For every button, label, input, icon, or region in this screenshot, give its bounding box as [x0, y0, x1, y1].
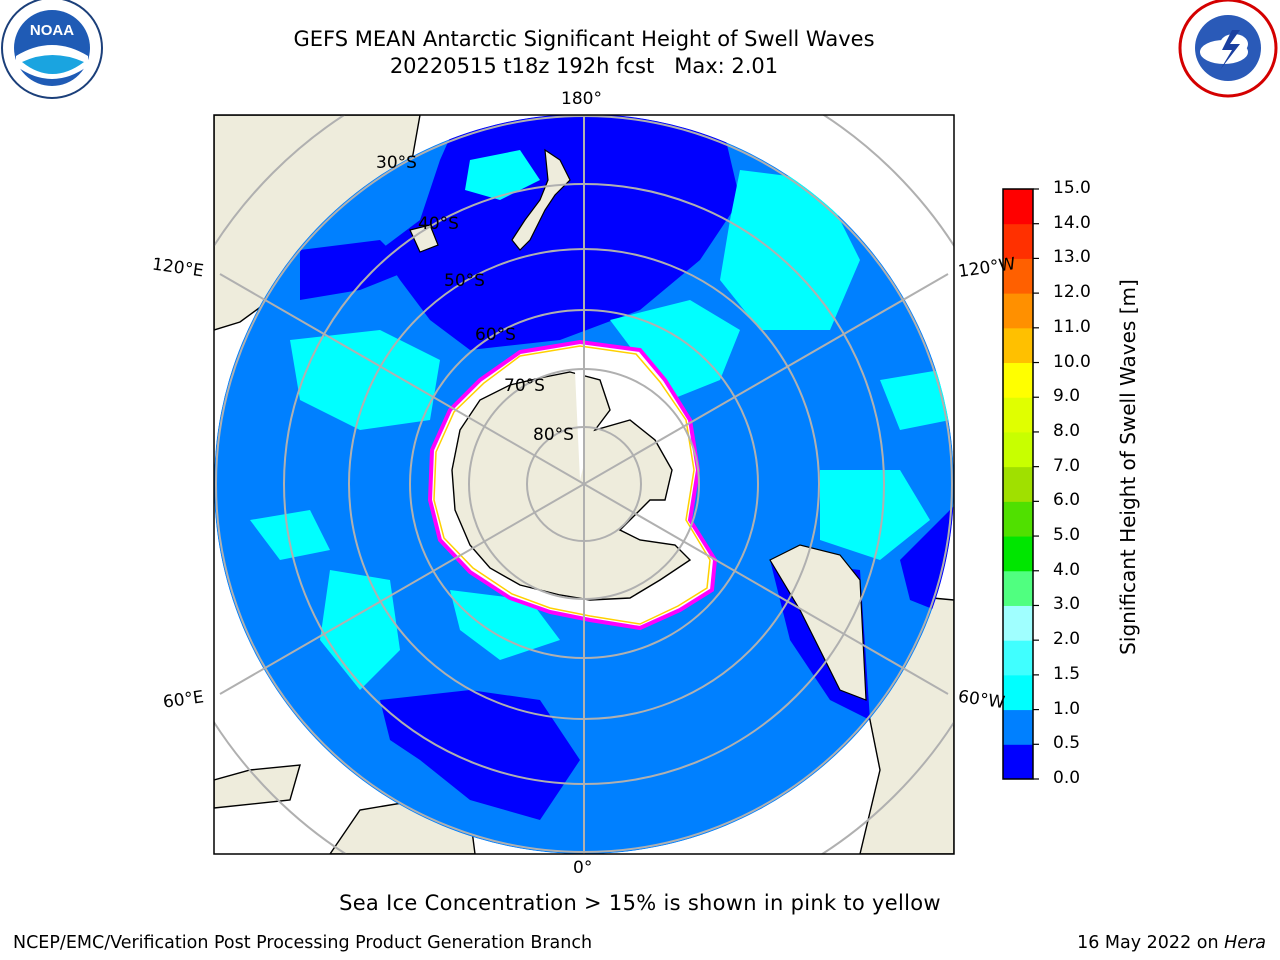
colorbar-tick-label: 1.5 — [1053, 663, 1081, 684]
map-frame — [213, 114, 955, 855]
footer-credit: NCEP/EMC/Verification Post Processing Pr… — [13, 933, 593, 953]
parallel-label-70s: 70°S — [504, 376, 545, 396]
colorbar-segment — [1003, 223, 1033, 259]
antarctica — [451, 371, 692, 601]
colorbar-tick-label: 10.0 — [1053, 351, 1091, 372]
colorbar-tick-label: 2.0 — [1053, 629, 1081, 650]
chart-title: GEFS MEAN Antarctic Significant Height o… — [293, 27, 875, 51]
colorbar-segment — [1003, 536, 1033, 572]
colorbar-segment — [1003, 362, 1033, 398]
colorbar-segment — [1003, 640, 1033, 676]
colorbar-segment — [1003, 431, 1033, 468]
colorbar-tick-label: 9.0 — [1053, 386, 1081, 407]
colorbar-segment — [1003, 397, 1033, 433]
colorbar-segment — [1003, 674, 1033, 711]
meridian-label-0: 0° — [573, 858, 593, 878]
meridian-label-180: 180° — [561, 89, 602, 109]
footer-date: 16 May 2022 on Hera — [1077, 933, 1266, 953]
colorbar-tick-label: 11.0 — [1053, 316, 1091, 337]
colorbar-tick-label: 6.0 — [1053, 490, 1081, 511]
new-zealand — [511, 148, 571, 251]
colorbar-tick-label: 15.0 — [1053, 178, 1091, 198]
colorbar-segment — [1003, 605, 1033, 641]
colorbar-segment — [1003, 744, 1033, 780]
sea-ice-note: Sea Ice Concentration > 15% is shown in … — [339, 891, 941, 915]
colorbar-tick-label: 5.0 — [1053, 525, 1081, 546]
noaa-logo-text: NOAA — [30, 22, 74, 39]
colorbar-segment — [1003, 258, 1033, 294]
colorbar — [1002, 188, 1039, 780]
colorbar-tick-label: 0.0 — [1053, 768, 1081, 788]
colorbar-tick-label: 1.0 — [1053, 698, 1081, 719]
nws-logo — [1178, 0, 1278, 98]
colorbar-tick-label: 14.0 — [1053, 212, 1091, 233]
colorbar-tick-label: 3.0 — [1053, 594, 1081, 615]
parallel-label-60s: 60°S — [475, 325, 516, 345]
colorbar-tick-label: 7.0 — [1053, 455, 1081, 476]
colorbar-segment — [1003, 189, 1033, 225]
parallel-label-40s: 40°S — [418, 214, 459, 234]
colorbar-tick-label: 13.0 — [1053, 247, 1091, 268]
colorbar-segment — [1003, 466, 1033, 502]
colorbar-tick-label: 12.0 — [1053, 282, 1091, 303]
colorbar-segment — [1003, 501, 1033, 537]
graticule — [214, 115, 954, 854]
parallel-label-50s: 50°S — [444, 271, 485, 291]
chart-subtitle: 20220515 t18z 192h fcst Max: 2.01 — [389, 54, 779, 78]
colorbar-tick-label: 4.0 — [1053, 559, 1081, 580]
corner-land — [214, 115, 954, 854]
colorbar-segment — [1003, 709, 1033, 745]
parallel-label-80s: 80°S — [533, 425, 574, 445]
noaa-logo: NOAA — [1, 0, 103, 99]
colorbar-frame — [1002, 188, 1034, 780]
colorbar-tick-label: 0.5 — [1053, 733, 1081, 754]
colorbar-tick-label: 8.0 — [1053, 420, 1081, 441]
colorbar-segment — [1003, 570, 1033, 606]
colorbar-segment — [1003, 293, 1033, 329]
parallel-label-30s: 30°S — [376, 153, 417, 173]
colorbar-segment — [1003, 327, 1033, 364]
